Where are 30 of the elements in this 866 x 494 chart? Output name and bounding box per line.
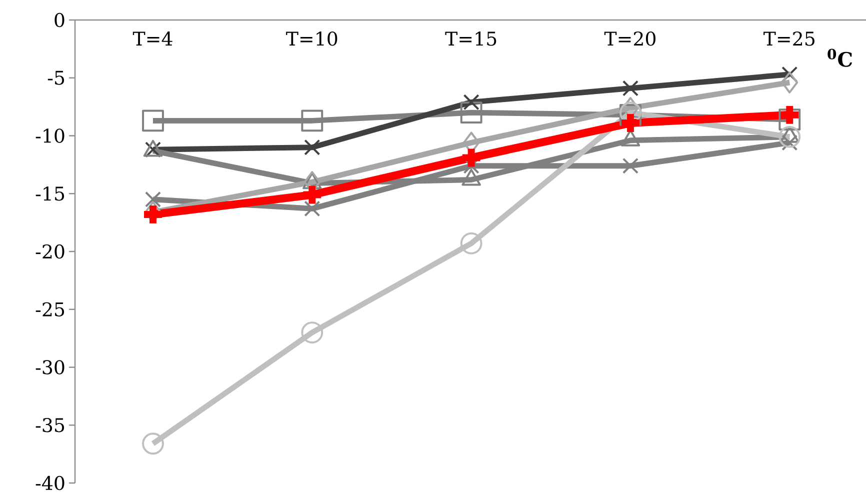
point bbox=[301, 110, 324, 132]
y-tick-label: 0 bbox=[54, 12, 64, 28]
annotation: $^{0}$C bbox=[828, 48, 852, 67]
y-tick-label: -15 bbox=[36, 186, 64, 201]
y-tick-label: -35 bbox=[36, 418, 64, 432]
point bbox=[144, 191, 162, 208]
point bbox=[622, 158, 639, 174]
x-tick-label: T=4 bbox=[132, 31, 172, 46]
x-tick-label: T=25 bbox=[764, 31, 814, 46]
point bbox=[142, 432, 164, 455]
y-tick-label: -25 bbox=[36, 302, 64, 317]
point bbox=[301, 322, 324, 344]
point bbox=[463, 94, 480, 110]
point bbox=[782, 66, 798, 82]
point bbox=[460, 102, 482, 124]
point bbox=[142, 110, 164, 132]
point bbox=[622, 80, 639, 96]
x-tick-label: T=10 bbox=[286, 31, 338, 46]
point bbox=[778, 126, 801, 148]
point bbox=[778, 108, 801, 131]
x-tick-label: T=20 bbox=[604, 31, 656, 46]
y-tick-label: -10 bbox=[36, 128, 64, 143]
y-tick-label: -40 bbox=[36, 476, 64, 490]
y-tick-label: -20 bbox=[36, 244, 64, 259]
y-tick-label: -30 bbox=[36, 360, 64, 374]
point bbox=[781, 72, 798, 94]
point bbox=[304, 139, 320, 156]
x-tick-label: T=15 bbox=[445, 31, 496, 46]
y-tick-label: -5 bbox=[48, 70, 64, 85]
point bbox=[460, 232, 482, 254]
